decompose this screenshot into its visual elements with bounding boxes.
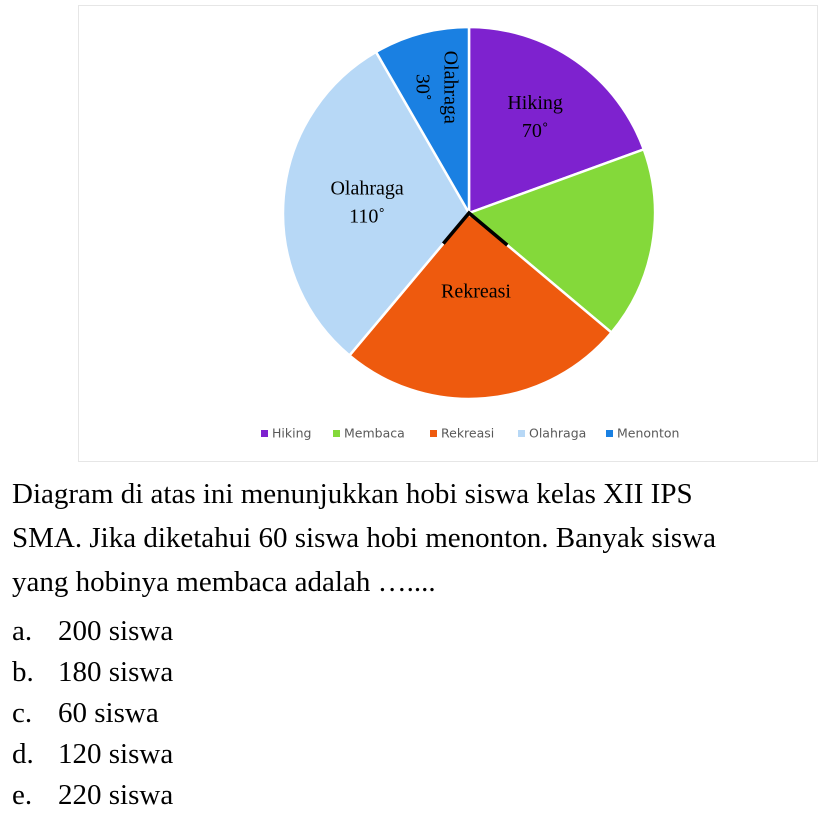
slice-value-label: 30˚ <box>412 74 434 101</box>
legend-swatch <box>333 430 340 437</box>
legend-label: Membaca <box>344 426 405 441</box>
chart-frame <box>78 5 818 462</box>
slice-label-name: Olahraga <box>440 51 462 124</box>
pie-slice <box>467 25 646 215</box>
legend-label: Hiking <box>272 426 311 441</box>
slice-label: Olahraga 110˚ <box>330 178 403 228</box>
option-text: 220 siswa <box>58 779 174 811</box>
legend-label: Menonton <box>617 426 679 441</box>
slice-label: Olahraga 30˚ <box>412 51 462 124</box>
question-line: Diagram di atas ini menunjukkan hobi sis… <box>12 478 693 510</box>
option: c. 60 siswa <box>12 697 159 730</box>
pie-slice <box>347 211 614 401</box>
legend-label: Olahraga <box>529 426 586 441</box>
option-letter: c. <box>12 697 33 729</box>
legend-swatch <box>430 430 437 437</box>
legend-label: Rekreasi <box>441 426 494 441</box>
option-letter: b. <box>12 656 34 688</box>
option: b. 180 siswa <box>12 656 173 689</box>
option-text: 120 siswa <box>58 738 174 770</box>
slice-label-name: Hiking <box>507 92 563 114</box>
question-line: SMA. Jika diketahui 60 siswa hobi menont… <box>12 522 717 554</box>
slice-value-label: 110˚ <box>349 206 385 228</box>
option: e. 220 siswa <box>12 779 173 812</box>
pie-slice <box>281 50 471 358</box>
option-text: 200 siswa <box>58 615 174 647</box>
pie-slice <box>466 147 657 335</box>
chart: Hiking 70˚ Rekreasi Olahraga 110˚ Olahraga 30˚… <box>261 25 679 441</box>
slice-label: Hiking 70˚ <box>507 92 563 142</box>
legend-swatch <box>606 430 613 437</box>
pie-slice <box>374 25 471 218</box>
option-letter: e. <box>12 779 33 811</box>
slice-value-label: 70˚ <box>522 120 549 142</box>
slice-label: Rekreasi <box>441 280 511 302</box>
legend-swatch <box>261 430 268 437</box>
option-text: 180 siswa <box>58 656 174 688</box>
right-angle-marker <box>441 210 509 247</box>
option: d. 120 siswa <box>12 738 173 771</box>
question-line: yang hobinya membaca adalah ….... <box>12 566 436 598</box>
slice-label-name: Rekreasi <box>441 280 511 302</box>
legend-swatch <box>518 430 525 437</box>
option: a. 200 siswa <box>12 615 173 648</box>
option-letter: a. <box>12 615 33 647</box>
option-text: 60 siswa <box>58 697 159 729</box>
option-letter: d. <box>12 738 34 770</box>
slice-label-name: Olahraga <box>330 178 403 200</box>
